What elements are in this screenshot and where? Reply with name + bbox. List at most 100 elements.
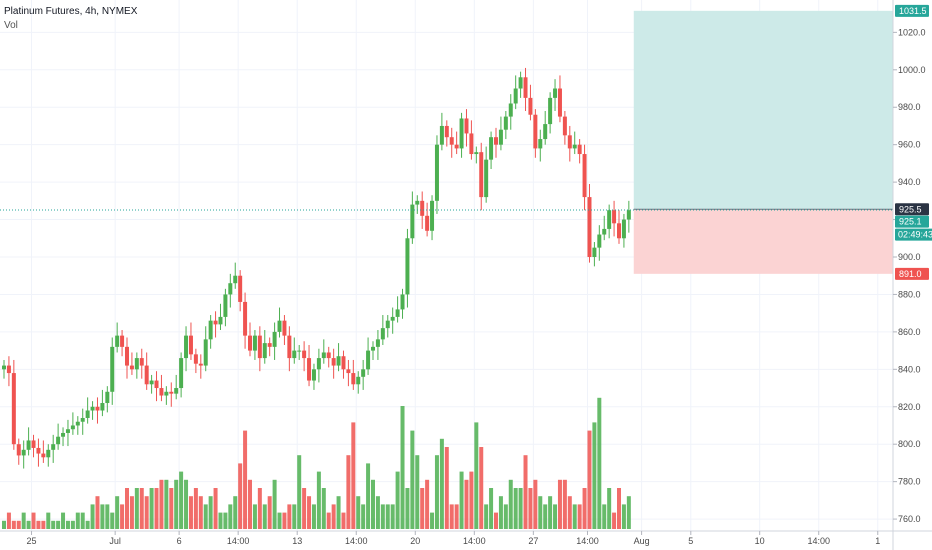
time-tick-label: Aug xyxy=(634,536,650,546)
candle-body xyxy=(21,449,26,456)
current-price-tag: 925.1 xyxy=(899,217,922,227)
candle-body xyxy=(233,275,238,284)
candle-body xyxy=(331,358,336,366)
candle-body xyxy=(164,391,169,396)
candle-body xyxy=(252,335,257,351)
candle-body xyxy=(503,116,508,130)
position-tool[interactable] xyxy=(633,10,893,274)
candle-body xyxy=(85,410,90,418)
candle-body xyxy=(513,88,518,104)
time-tick-label: 13 xyxy=(292,536,302,546)
volume-bar xyxy=(316,471,321,529)
volume-bar xyxy=(562,479,567,529)
candle-body xyxy=(494,137,498,145)
volume-bar xyxy=(489,488,494,529)
volume-bar xyxy=(503,504,508,529)
candle-body xyxy=(70,425,75,430)
volume-bar xyxy=(174,479,179,529)
volume-bar xyxy=(454,504,459,529)
volume-bar xyxy=(523,455,528,529)
volume-bar xyxy=(621,504,626,529)
volume-bar xyxy=(553,504,558,529)
candle-body xyxy=(248,335,252,351)
candle-body xyxy=(41,453,46,458)
symbol-title: Platinum Futures, 4h, NYMEX xyxy=(4,6,138,17)
candle-body xyxy=(371,346,375,351)
candle-body xyxy=(100,403,105,411)
volume-bar xyxy=(223,512,228,529)
volume-bar xyxy=(375,496,380,529)
candle-body xyxy=(277,320,282,332)
candle-body xyxy=(439,125,444,145)
candle-body xyxy=(179,358,184,389)
volume-bar xyxy=(70,520,75,529)
candle-body xyxy=(395,309,400,317)
volume-bar xyxy=(129,496,134,529)
candle-body xyxy=(434,144,439,201)
volume-bar xyxy=(479,447,484,529)
candle-body xyxy=(346,369,351,374)
candle-body xyxy=(548,97,553,125)
volume-bar xyxy=(508,479,513,529)
volume-bar xyxy=(248,479,252,529)
volume-bar xyxy=(164,479,169,529)
candle-body xyxy=(188,335,193,355)
candle-body xyxy=(218,316,223,325)
candle-body xyxy=(326,352,331,359)
volume-bar xyxy=(46,512,51,529)
volume-bar xyxy=(356,496,361,529)
volume-bar xyxy=(434,455,439,529)
volume-bar xyxy=(366,463,371,529)
volume-bar xyxy=(464,479,469,529)
candle-body xyxy=(115,335,120,347)
candle-body xyxy=(607,210,612,229)
candle-body xyxy=(454,144,459,149)
candle-body xyxy=(577,144,582,155)
candle-body xyxy=(528,97,533,115)
time-tick-label: 5 xyxy=(688,536,693,546)
volume-bar xyxy=(252,504,257,529)
volume-bar xyxy=(380,504,385,529)
profit-zone[interactable] xyxy=(633,10,893,210)
candle-body xyxy=(159,388,164,396)
time-tick-label: 14:00 xyxy=(807,536,830,546)
candle-body xyxy=(26,440,31,450)
candle-body xyxy=(228,283,233,295)
candle-body xyxy=(562,116,567,136)
price-tick-label: 960.0 xyxy=(898,140,921,150)
volume-bar xyxy=(110,512,115,529)
candle-body xyxy=(351,373,356,385)
price-tick-label: 840.0 xyxy=(898,364,921,374)
time-axis[interactable]: 25 Jul 6 14:00 13 14:00 20 14:00 27 14:00 Aug 5 10 14… xyxy=(0,530,932,546)
price-tick-label: 760.0 xyxy=(898,514,921,524)
volume-bar xyxy=(282,512,287,529)
candle-body xyxy=(46,449,51,458)
volume-indicator-label: Vol xyxy=(4,20,18,31)
time-tick-label: 6 xyxy=(177,536,182,546)
price-tick-label: 1000.0 xyxy=(898,65,926,75)
candle-body xyxy=(612,210,617,224)
volume-bar xyxy=(430,512,435,529)
volume-bar xyxy=(125,488,129,529)
volume-bar xyxy=(193,488,198,529)
candle-body xyxy=(65,429,70,433)
candle-body xyxy=(302,350,307,359)
candle-body xyxy=(80,417,85,422)
candle-body xyxy=(297,350,302,352)
time-tick-label: 1 xyxy=(875,536,880,546)
volume-bar xyxy=(548,496,553,529)
volume-bar xyxy=(592,422,597,529)
volume-bar xyxy=(218,512,223,529)
price-tags: 1031.5 925.5 925.1 02:49:43 891.0 xyxy=(895,4,932,280)
candle-body xyxy=(257,335,262,359)
time-tick-label: 10 xyxy=(755,536,765,546)
time-tick-label: 14:00 xyxy=(463,536,486,546)
candle-body xyxy=(184,335,189,359)
candle-body xyxy=(336,356,341,366)
volume-bar xyxy=(80,512,85,529)
volume-bar xyxy=(208,496,213,529)
stop-zone[interactable] xyxy=(633,209,893,274)
candle-body xyxy=(51,444,56,450)
price-axis[interactable]: 1020.01000.0980.0960.0940.0920.0900.0880… xyxy=(892,0,926,550)
